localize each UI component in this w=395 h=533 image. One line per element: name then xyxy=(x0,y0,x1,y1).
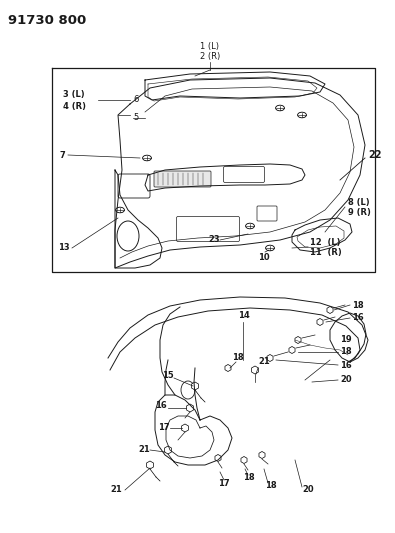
Text: 18: 18 xyxy=(340,348,352,357)
Text: 91730 800: 91730 800 xyxy=(8,14,86,27)
Text: 21: 21 xyxy=(138,446,150,455)
Text: 11  (R): 11 (R) xyxy=(310,248,342,257)
Text: 18: 18 xyxy=(232,353,244,362)
Polygon shape xyxy=(289,346,295,353)
Text: 20: 20 xyxy=(302,486,314,495)
Text: 1 (L): 1 (L) xyxy=(201,42,220,51)
FancyBboxPatch shape xyxy=(257,206,277,221)
Polygon shape xyxy=(186,404,194,412)
Text: 18: 18 xyxy=(352,301,364,310)
Text: 21: 21 xyxy=(110,486,122,495)
Text: 17: 17 xyxy=(218,479,229,488)
Polygon shape xyxy=(259,451,265,458)
Text: 3 (L): 3 (L) xyxy=(63,91,85,100)
Polygon shape xyxy=(241,456,247,464)
Text: 21: 21 xyxy=(258,358,270,367)
Ellipse shape xyxy=(117,221,139,251)
Text: 9 (R): 9 (R) xyxy=(348,208,371,217)
Text: 5: 5 xyxy=(133,114,138,123)
Text: 16: 16 xyxy=(352,313,364,322)
Text: 16: 16 xyxy=(155,401,167,410)
Polygon shape xyxy=(252,366,258,374)
FancyBboxPatch shape xyxy=(154,171,211,187)
Ellipse shape xyxy=(181,381,195,399)
Polygon shape xyxy=(192,382,198,390)
Text: 16: 16 xyxy=(340,360,352,369)
Text: 23: 23 xyxy=(208,236,220,245)
Text: 2 (R): 2 (R) xyxy=(200,52,220,61)
Polygon shape xyxy=(225,365,231,372)
FancyBboxPatch shape xyxy=(118,174,150,198)
Text: 4 (R): 4 (R) xyxy=(63,102,86,111)
Polygon shape xyxy=(215,455,221,462)
FancyBboxPatch shape xyxy=(177,216,239,241)
Text: 12  (L): 12 (L) xyxy=(310,238,340,246)
Text: 18: 18 xyxy=(243,473,255,482)
Text: 13: 13 xyxy=(58,244,70,253)
Text: 15: 15 xyxy=(162,370,174,379)
Polygon shape xyxy=(317,319,323,326)
Polygon shape xyxy=(267,354,273,361)
Text: 19: 19 xyxy=(340,335,352,344)
Text: 20: 20 xyxy=(340,376,352,384)
FancyBboxPatch shape xyxy=(224,166,265,182)
Text: 17: 17 xyxy=(158,424,169,432)
Polygon shape xyxy=(295,336,301,343)
Text: 6: 6 xyxy=(133,94,138,103)
Polygon shape xyxy=(147,461,154,469)
Text: 8 (L): 8 (L) xyxy=(348,198,370,206)
Polygon shape xyxy=(165,446,171,454)
Text: 7: 7 xyxy=(60,150,66,159)
Text: 10: 10 xyxy=(258,254,270,262)
Text: 22: 22 xyxy=(368,150,382,160)
Polygon shape xyxy=(327,306,333,313)
Polygon shape xyxy=(182,424,188,432)
Text: 18: 18 xyxy=(265,481,276,490)
Text: 14: 14 xyxy=(238,311,250,320)
